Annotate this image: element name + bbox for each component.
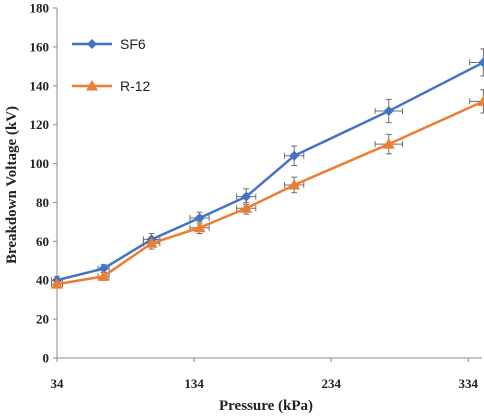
series-r-12 [51, 89, 484, 289]
chart-legend: SF6 R-12 [72, 36, 151, 94]
data-point-r-12 [288, 178, 301, 190]
data-point-sf6 [383, 106, 394, 117]
y-tick-label: 0 [43, 351, 50, 366]
x-tick-label: 234 [321, 376, 341, 391]
legend-label-sf6: SF6 [120, 36, 146, 52]
y-tick-label: 20 [36, 312, 49, 327]
x-tick-label: 134 [184, 376, 204, 391]
chart-axes [56, 8, 482, 359]
series-layer [51, 48, 484, 289]
legend-swatch-marker [87, 39, 97, 49]
x-tick-label: 334 [459, 376, 479, 391]
data-point-sf6 [98, 263, 109, 274]
legend-item-sf6: SF6 [72, 36, 146, 52]
y-axis-ticks: 0 20 40 60 80 100 120 140 160 180 [30, 1, 57, 366]
y-tick-label: 100 [30, 156, 50, 171]
series-line-r-12 [56, 100, 484, 286]
x-axis-title: Pressure (kPa) [219, 398, 313, 414]
x-tick-label: 34 [51, 376, 65, 391]
y-tick-label: 140 [30, 78, 50, 93]
legend-item-r-12: R-12 [72, 78, 151, 94]
data-point-sf6 [478, 57, 484, 68]
data-point-r-12 [382, 138, 395, 149]
y-tick-label: 180 [30, 1, 50, 16]
data-point-r-12 [97, 270, 110, 281]
x-axis-ticks: 34 134 234 334 [51, 358, 479, 391]
data-point-r-12 [51, 278, 63, 289]
data-point-r-12 [240, 202, 253, 213]
y-tick-label: 60 [36, 234, 49, 249]
data-point-r-12 [193, 221, 206, 233]
data-point-r-12 [145, 237, 158, 248]
y-tick-label: 80 [36, 195, 49, 210]
series-line-sf6 [56, 61, 484, 282]
y-tick-label: 40 [36, 273, 49, 288]
data-point-r-12 [477, 95, 484, 106]
data-point-sf6 [289, 150, 300, 161]
data-point-sf6 [241, 191, 252, 202]
legend-swatch-marker [86, 80, 98, 91]
series-sf6 [51, 48, 484, 286]
y-axis-title: Breakdown Voltage (kV) [4, 106, 20, 264]
y-tick-label: 120 [30, 117, 50, 132]
legend-label-r-12: R-12 [120, 78, 151, 94]
data-point-sf6 [194, 213, 205, 223]
y-tick-label: 160 [30, 39, 50, 54]
